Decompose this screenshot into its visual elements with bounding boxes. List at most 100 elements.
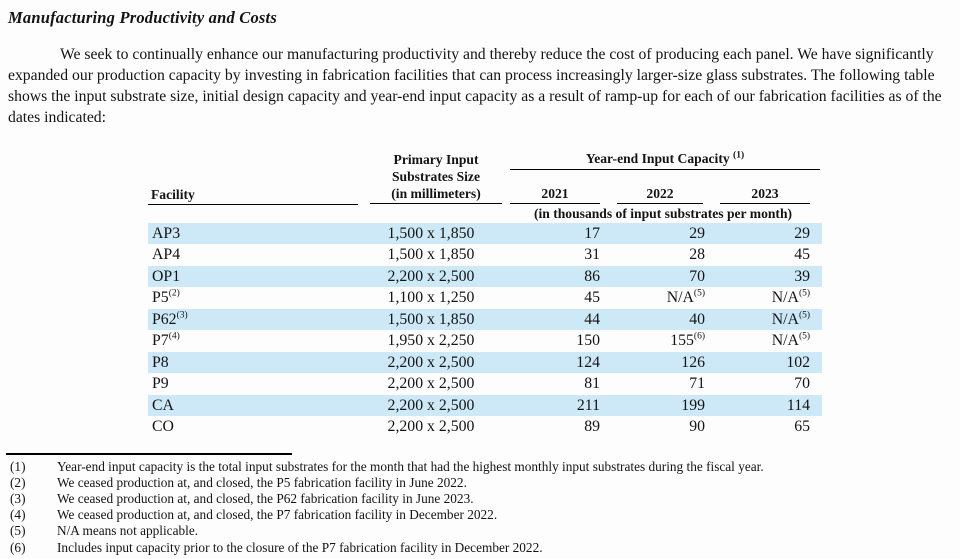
substrate-size-cell: 1,500 x 1,850 — [358, 222, 504, 244]
facility-label: P8 — [152, 353, 169, 371]
table-row: AP3 1,500 x 1,850 17 29 29 — [148, 222, 823, 244]
year-column-header-2023: 2023 — [707, 170, 822, 204]
facility-cell: P5(2) — [148, 287, 358, 309]
capacity-2023-cell: 29 — [707, 222, 823, 244]
capacity-group-header: Year-end Input Capacity (1) — [504, 150, 822, 170]
table-body: AP3 1,500 x 1,850 17 29 29 AP4 1,500 x 1… — [148, 222, 823, 438]
facility-cell: CO — [148, 416, 358, 438]
footnote-ref: (5) — [798, 331, 811, 342]
substrate-size-cell: 1,100 x 1,250 — [387, 289, 475, 306]
footnote-number: (3) — [10, 490, 26, 506]
footnote-number: (6) — [10, 539, 26, 555]
table-row: CA 2,200 x 2,500 211 199 114 — [148, 394, 823, 416]
footnote-ref: (3) — [176, 310, 188, 321]
capacity-2021-cell: 45 — [584, 289, 600, 306]
capacity-2022-cell: N/A(5) — [666, 288, 705, 306]
facility-label: CA — [152, 396, 174, 414]
capacity-2023-cell: N/A(5) — [707, 308, 823, 330]
capacity-2022-cell: 40 — [602, 308, 707, 330]
footnote-text: Year-end input capacity is the total inp… — [57, 458, 764, 474]
facility-label: P62 — [152, 310, 177, 328]
footnote-text: We ceased production at, and closed, the… — [57, 490, 474, 506]
substrate-size-cell: 1,950 x 2,250 — [387, 332, 475, 349]
table-row: OP1 2,200 x 2,500 86 70 39 — [148, 265, 823, 287]
capacity-2022-cell: 70 — [602, 265, 707, 287]
footnote-item: (2) We ceased production at, and closed,… — [10, 475, 954, 491]
year-column-header-2022: 2022 — [602, 170, 707, 204]
footnote-rule — [6, 452, 292, 455]
footnote-text: We ceased production at, and closed, the… — [57, 507, 498, 523]
footnotes: (1) Year-end input capacity is the total… — [8, 459, 954, 556]
facility-label: CO — [152, 418, 174, 435]
capacity-2021-cell: 124 — [504, 351, 602, 373]
facility-label: AP4 — [152, 246, 181, 263]
substrate-size-cell: 2,200 x 2,500 — [358, 351, 504, 373]
substrate-size-cell: 1,500 x 1,850 — [387, 246, 475, 263]
facility-cell: P8 — [148, 351, 358, 373]
facility-label: P7 — [152, 332, 169, 349]
substrate-size-cell: 1,500 x 1,850 — [358, 308, 504, 330]
capacity-2023-cell: 45 — [794, 246, 811, 263]
footnote-item: (3) We ceased production at, and closed,… — [10, 491, 954, 507]
capacity-2022-cell: 90 — [689, 418, 705, 435]
table-row: CO 2,200 x 2,500 89 90 65 — [148, 416, 822, 438]
substrate-size-cell: 2,200 x 2,500 — [358, 394, 504, 416]
capacity-2021-cell: 86 — [504, 265, 602, 287]
capacity-group-header-label: Year-end Input Capacity — [585, 151, 730, 166]
capacity-2023-cell: 102 — [707, 351, 823, 373]
capacity-2021-cell: 31 — [584, 246, 600, 263]
capacity-2022-cell: 28 — [689, 246, 705, 263]
facility-cell: P7(4) — [148, 330, 358, 352]
size-header-line-2: Substrates Size — [392, 169, 480, 184]
footnote-item: (6) Includes input capacity prior to the… — [10, 540, 954, 556]
size-header-line-1: Primary Input — [393, 152, 479, 167]
capacity-2023-cell: 65 — [794, 418, 811, 435]
footnote-number: (2) — [10, 474, 26, 490]
footnote-ref: (5) — [798, 310, 811, 321]
size-column-header: Primary Input Substrates Size (in millim… — [358, 150, 504, 204]
facility-cell: AP3 — [148, 222, 358, 244]
capacity-2022-cell: 29 — [602, 222, 707, 244]
capacity-2021-cell: 89 — [584, 418, 600, 435]
facility-cell: CA — [148, 394, 358, 416]
capacity-2021-cell: 81 — [584, 375, 600, 392]
footnote-ref-1: (1) — [733, 150, 745, 161]
capacity-2022-cell: 126 — [602, 351, 707, 373]
capacity-2023-cell: N/A(5) — [771, 331, 811, 349]
footnote-ref: (2) — [168, 288, 180, 299]
footnote-ref: (5) — [798, 288, 811, 299]
capacity-table: Facility Primary Input Substrates Size (… — [148, 150, 823, 438]
table-row: P7(4) 1,950 x 2,250 150 155(6) N/A(5) — [148, 330, 822, 352]
units-note: (in thousands of input substrates per mo… — [533, 206, 793, 222]
footnote-ref: (5) — [693, 288, 705, 299]
substrate-size-cell: 2,200 x 2,500 — [358, 265, 504, 287]
capacity-2023-cell: 39 — [707, 265, 823, 287]
facility-column-header: Facility — [148, 150, 358, 205]
capacity-2023-cell: 70 — [794, 375, 811, 392]
intro-paragraph: We seek to continually enhance our manuf… — [8, 46, 942, 126]
footnote-ref: (6) — [693, 331, 705, 342]
table-row: P62(3) 1,500 x 1,850 44 40 N/A(5) — [148, 308, 823, 330]
table-row: P8 2,200 x 2,500 124 126 102 — [148, 351, 823, 373]
footnote-number: (5) — [10, 523, 26, 539]
facility-label: AP3 — [152, 224, 181, 242]
table-row: AP4 1,500 x 1,850 31 28 45 — [148, 244, 822, 266]
footnote-item: (4) We ceased production at, and closed,… — [10, 507, 954, 523]
footnote-number: (4) — [10, 507, 26, 523]
section-title: Manufacturing Productivity and Costs — [8, 8, 277, 27]
footnote-text: Includes input capacity prior to the clo… — [57, 539, 543, 555]
capacity-2023-cell: 114 — [707, 394, 823, 416]
capacity-table-wrapper: Facility Primary Input Substrates Size (… — [148, 150, 954, 438]
capacity-2022-cell: 155(6) — [670, 331, 705, 349]
capacity-2022-cell: 71 — [689, 375, 705, 392]
capacity-2023-cell: N/A(5) — [771, 288, 811, 306]
capacity-2021-cell: 44 — [504, 308, 602, 330]
table-row: P5(2) 1,100 x 1,250 45 N/A(5) N/A(5) — [148, 287, 822, 309]
footnote-number: (1) — [10, 458, 26, 474]
year-column-header-2021: 2021 — [504, 170, 602, 204]
table-row: P9 2,200 x 2,500 81 71 70 — [148, 373, 822, 395]
capacity-table-header: Facility Primary Input Substrates Size (… — [148, 150, 822, 223]
capacity-2021-cell: 17 — [504, 222, 602, 244]
substrate-size-cell: 2,200 x 2,500 — [387, 375, 475, 392]
size-header-line-3: (in millimeters) — [391, 186, 481, 201]
